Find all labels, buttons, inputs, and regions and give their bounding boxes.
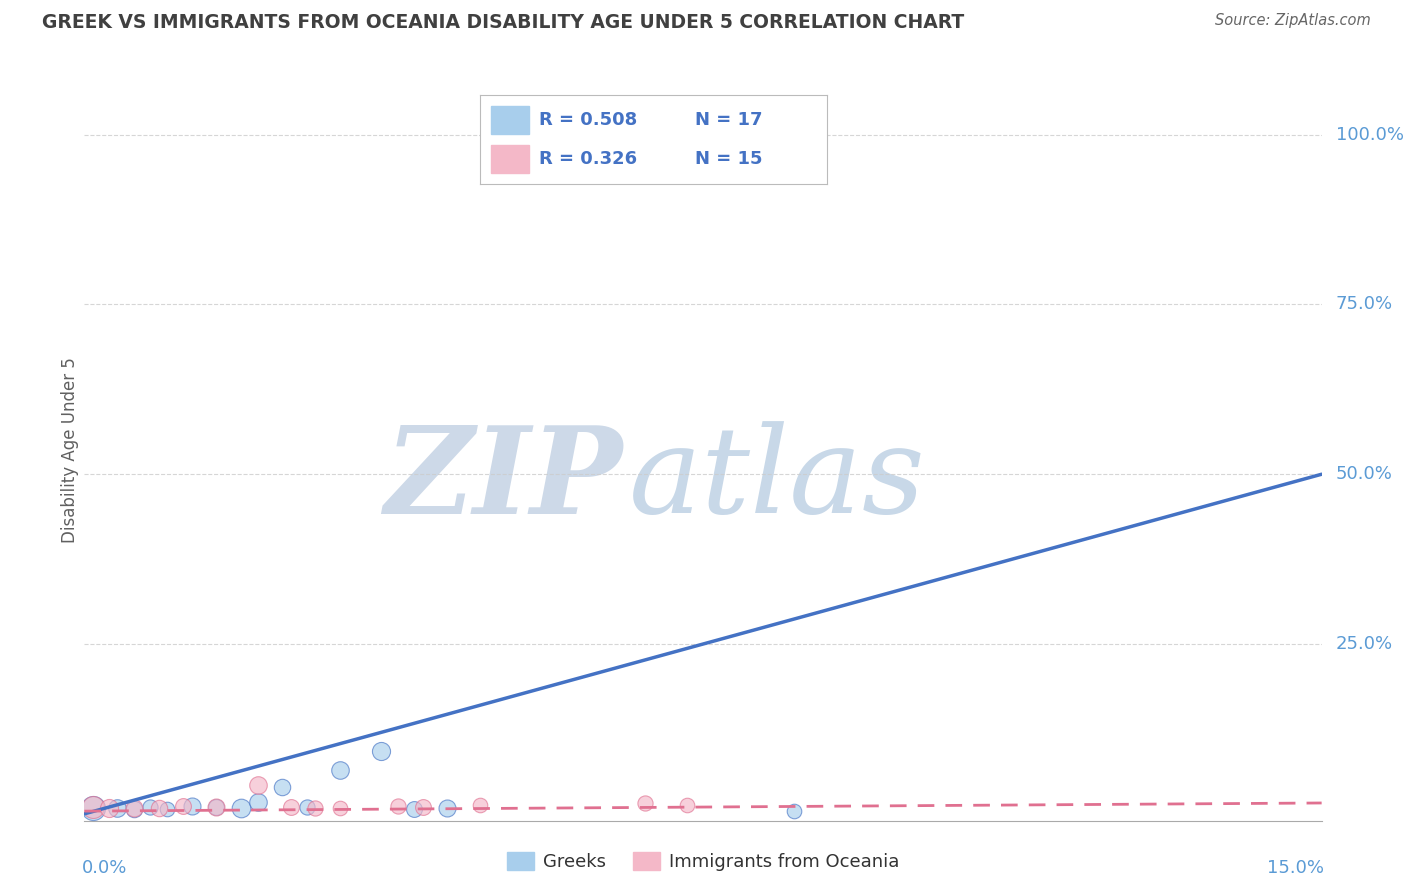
Point [436, 801, 458, 815]
Legend: Greeks, Immigrants from Oceania: Greeks, Immigrants from Oceania [499, 845, 907, 879]
Point [280, 800, 302, 814]
Point [295, 800, 318, 814]
Point [387, 799, 409, 814]
Point [122, 802, 145, 816]
Point [139, 800, 162, 814]
Point [246, 795, 269, 809]
Point [229, 801, 252, 815]
Text: Source: ZipAtlas.com: Source: ZipAtlas.com [1215, 13, 1371, 29]
Text: 0.0%: 0.0% [82, 859, 128, 877]
Text: 25.0%: 25.0% [1336, 635, 1393, 653]
Text: GREEK VS IMMIGRANTS FROM OCEANIA DISABILITY AGE UNDER 5 CORRELATION CHART: GREEK VS IMMIGRANTS FROM OCEANIA DISABIL… [42, 13, 965, 32]
Point [82, 801, 104, 815]
Text: atlas: atlas [628, 421, 925, 539]
Point [246, 778, 269, 792]
Point [683, 141, 706, 155]
Point [105, 801, 128, 815]
Y-axis label: Disability Age Under 5: Disability Age Under 5 [62, 358, 80, 543]
Point [148, 801, 170, 815]
Text: 100.0%: 100.0% [1336, 126, 1403, 144]
Point [156, 802, 179, 816]
Text: 75.0%: 75.0% [1336, 295, 1393, 313]
Point [122, 801, 145, 815]
Point [98, 801, 121, 815]
Text: 15.0%: 15.0% [1267, 859, 1324, 877]
Point [304, 801, 326, 815]
Point [205, 800, 228, 814]
Point [675, 797, 697, 812]
Point [329, 801, 352, 815]
Point [180, 798, 202, 813]
Point [412, 800, 434, 814]
Point [634, 796, 657, 810]
Point [172, 798, 194, 813]
Point [271, 780, 294, 794]
Text: 50.0%: 50.0% [1336, 466, 1392, 483]
Point [783, 804, 806, 818]
Point [205, 800, 228, 814]
Point [470, 797, 492, 812]
Point [82, 800, 104, 814]
Point [370, 744, 392, 758]
Point [404, 802, 426, 816]
Text: ZIP: ZIP [384, 421, 623, 540]
Point [329, 763, 352, 777]
